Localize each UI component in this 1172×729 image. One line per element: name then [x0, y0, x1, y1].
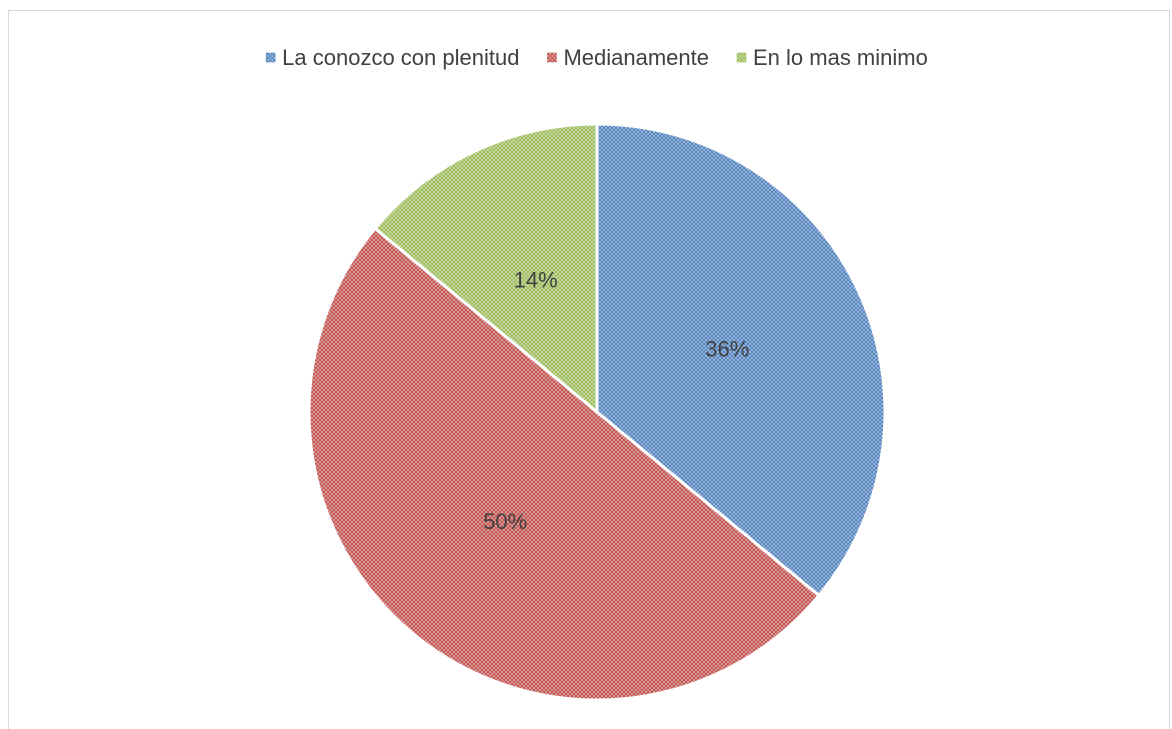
legend-marker: [547, 52, 557, 63]
legend: La conozco con plenitud Medianamente En lo…: [265, 45, 928, 70]
legend-label: La conozco con plenitud: [282, 45, 519, 70]
data-label: 14%: [514, 268, 558, 293]
pie-slice: [595, 122, 887, 598]
legend-label: En lo mas minimo: [753, 45, 928, 70]
pie-slice: [372, 122, 599, 416]
legend-item: La conozco con plenitud: [265, 45, 519, 70]
data-label: 50%: [483, 509, 527, 534]
legend-marker: [265, 52, 276, 63]
legend-marker: [736, 52, 747, 63]
legend-item: Medianamente: [547, 45, 709, 70]
legend-item: En lo mas minimo: [736, 45, 928, 70]
pie-slice: [307, 226, 822, 702]
legend-label: Medianamente: [563, 45, 709, 70]
data-label: 36%: [705, 337, 749, 362]
